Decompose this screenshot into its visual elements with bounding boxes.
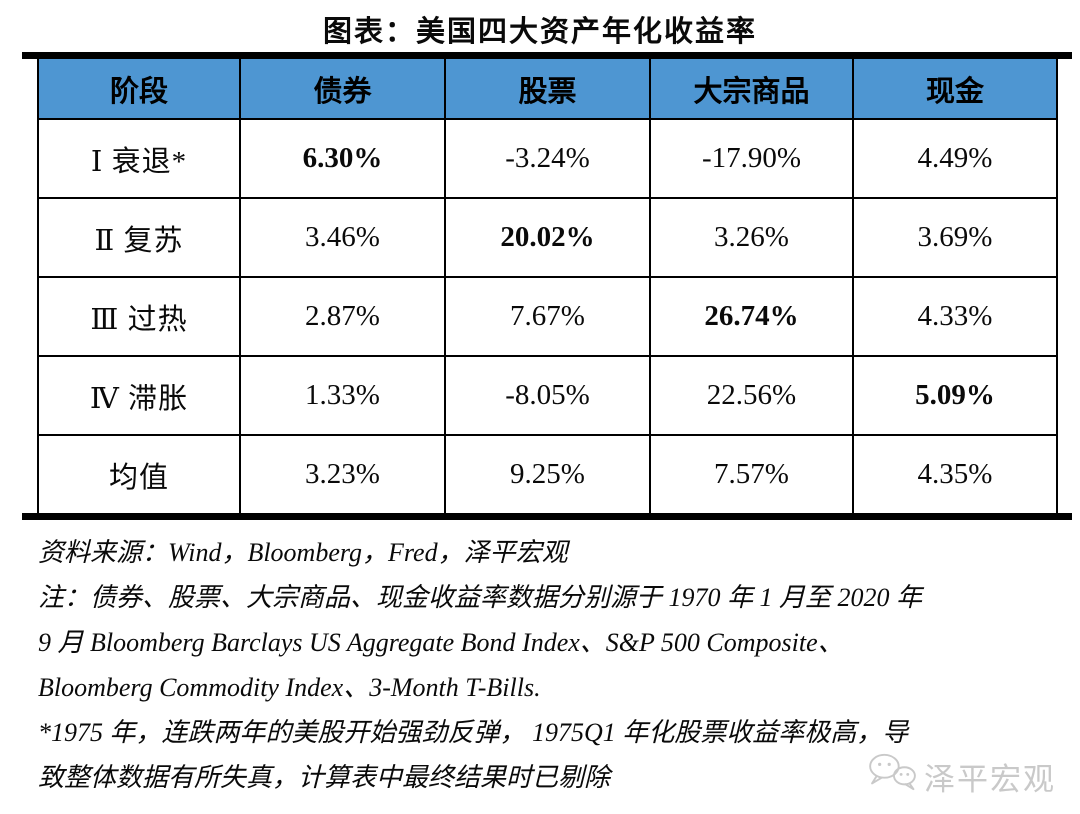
table-row-stagflation: Ⅳ 滞胀 1.33% -8.05% 22.56% 5.09%	[37, 355, 1058, 436]
column-header-bonds: 债券	[239, 59, 446, 120]
value-cell: 5.09%	[852, 355, 1058, 436]
value-cell: 3.23%	[239, 434, 446, 513]
column-header-phase: 阶段	[37, 59, 241, 120]
footnote-line: 9 月 Bloomberg Barclays US Aggregate Bond…	[38, 628, 844, 657]
phase-label: Ⅲ 过热	[37, 276, 241, 357]
value-cell: 20.02%	[444, 197, 651, 278]
phase-label: Ⅳ 滞胀	[37, 355, 241, 436]
value-cell: 7.67%	[444, 276, 651, 357]
value-cell: 9.25%	[444, 434, 651, 513]
footnote-line: 注：债券、股票、大宗商品、现金收益率数据分别源于 1970 年 1 月至 202…	[38, 583, 923, 612]
value-cell: 4.33%	[852, 276, 1058, 357]
column-header-cash: 现金	[852, 59, 1058, 120]
value-cell: -8.05%	[444, 355, 651, 436]
figure-title: 图表：美国四大资产年化收益率	[322, 16, 757, 48]
table-row-recovery: Ⅱ 复苏 3.46% 20.02% 3.26% 3.69%	[37, 197, 1058, 278]
table-row-recession: Ⅰ 衰退* 6.30% -3.24% -17.90% 4.49%	[37, 118, 1058, 199]
value-cell: 3.46%	[239, 197, 446, 278]
column-header-stocks: 股票	[444, 59, 651, 120]
footnote-line: Bloomberg Commodity Index、3-Month T-Bill…	[38, 673, 541, 702]
value-cell: 22.56%	[649, 355, 854, 436]
source-line: 资料来源：Wind，Bloomberg，Fred，泽平宏观	[38, 538, 568, 567]
header-row: 阶段 债券 股票 大宗商品 现金	[37, 59, 1058, 120]
phase-label: Ⅰ 衰退*	[37, 118, 241, 199]
table-row-overheating: Ⅲ 过热 2.87% 7.67% 26.74% 4.33%	[37, 276, 1058, 357]
value-cell: 3.26%	[649, 197, 854, 278]
value-cell: -17.90%	[649, 118, 854, 199]
column-header-commodities: 大宗商品	[649, 59, 854, 120]
footnotes-block: 资料来源：Wind，Bloomberg，Fred，泽平宏观 注：债券、股票、大宗…	[38, 530, 1080, 800]
value-cell: 26.74%	[649, 276, 854, 357]
value-cell: 1.33%	[239, 355, 446, 436]
asset-returns-table: 阶段 债券 股票 大宗商品 现金 Ⅰ 衰退* 6.30% -3.24% -17.…	[37, 59, 1058, 513]
value-cell: 7.57%	[649, 434, 854, 513]
value-cell: -3.24%	[444, 118, 651, 199]
value-cell: 2.87%	[239, 276, 446, 357]
asset-returns-table-frame: 阶段 债券 股票 大宗商品 现金 Ⅰ 衰退* 6.30% -3.24% -17.…	[22, 52, 1072, 520]
phase-label: 均值	[37, 434, 241, 513]
footnote-line: 致整体数据有所失真，计算表中最终结果时已剔除	[38, 763, 611, 792]
value-cell: 4.49%	[852, 118, 1058, 199]
phase-label: Ⅱ 复苏	[37, 197, 241, 278]
value-cell: 6.30%	[239, 118, 446, 199]
table-row-mean: 均值 3.23% 9.25% 7.57% 4.35%	[37, 434, 1058, 513]
value-cell: 4.35%	[852, 434, 1058, 513]
value-cell: 3.69%	[852, 197, 1058, 278]
footnote-line: *1975 年，连跌两年的美股开始强劲反弹， 1975Q1 年化股票收益率极高，…	[38, 718, 909, 747]
